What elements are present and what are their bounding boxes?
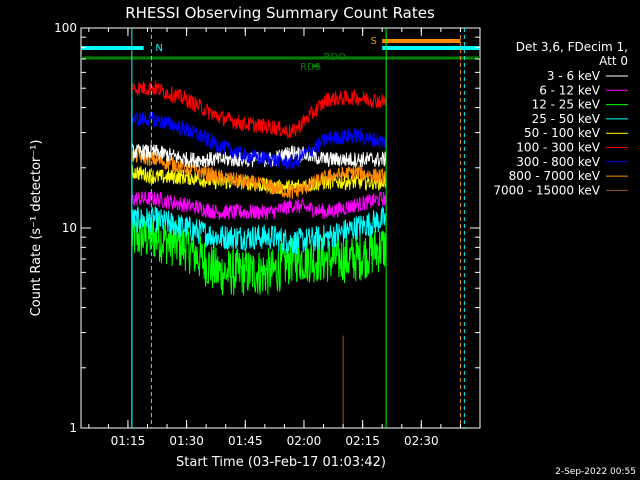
data-layer [131, 80, 387, 428]
x-axis-label: Start Time (03-Feb-17 01:03:42) [176, 455, 386, 470]
legend-label-3-6-kev: 3 - 6 keV [547, 69, 601, 83]
series-6-12-kev [131, 191, 387, 221]
flag-label-s: S [370, 36, 376, 47]
y-tick-label-10: 10 [62, 221, 77, 235]
chart-title: RHESSI Observing Summary Count Rates [125, 4, 435, 22]
x-tick-label-02-15: 02:15 [345, 434, 380, 448]
y-tick-label-100: 100 [54, 21, 77, 35]
flag-bar-rdo [81, 56, 480, 60]
flag-label-rdo: RDO [324, 52, 347, 63]
legend-label-25-50-kev: 25 - 50 keV [532, 112, 601, 126]
x-tick-label-02-30: 02:30 [404, 434, 439, 448]
flag-bar-n-2 [382, 46, 480, 50]
flag-label-rds: RDS [300, 62, 321, 73]
legend-header-line-2: Att 0 [599, 54, 628, 68]
footer-timestamp: 2-Sep-2022 00:55 [555, 467, 636, 477]
legend-label-800-7000-kev: 800 - 7000 keV [509, 169, 601, 183]
legend-label-6-12-kev: 6 - 12 keV [539, 83, 601, 97]
series-100-300-kev [131, 80, 387, 140]
series-800-7000-kev [131, 147, 387, 200]
flag-label-n: N [155, 43, 162, 54]
legend-label-50-100-kev: 50 - 100 keV [524, 126, 601, 140]
y-tick-label-1: 1 [69, 421, 77, 435]
legend-label-300-800-kev: 300 - 800 keV [516, 155, 600, 169]
series-25-50-kev [131, 205, 387, 256]
axis-layer: 01:15 01:30 01:45 02:00 02:15 02:30 1 10 100 [54, 21, 481, 448]
x-tick-label-01-45: 01:45 [228, 434, 263, 448]
y-axis-label: Count Rate (s⁻¹ detector⁻¹) [29, 140, 44, 317]
x-tick-label-01-30: 01:30 [169, 434, 204, 448]
series-300-800-kev [131, 111, 387, 170]
legend-label-7000-15000-kev: 7000 - 15000 keV [493, 183, 600, 197]
x-tick-label-02-00: 02:00 [287, 434, 322, 448]
legend-label-12-25-kev: 12 - 25 keV [532, 98, 601, 112]
legend-header-line-1: Det 3,6, FDecim 1, [516, 40, 628, 54]
flag-bar-s [382, 39, 461, 43]
flag-bar-rds [311, 64, 320, 68]
x-tick-label-01-15: 01:15 [111, 434, 146, 448]
flag-bar-n [81, 46, 144, 50]
legend-label-100-300-kev: 100 - 300 keV [516, 141, 600, 155]
